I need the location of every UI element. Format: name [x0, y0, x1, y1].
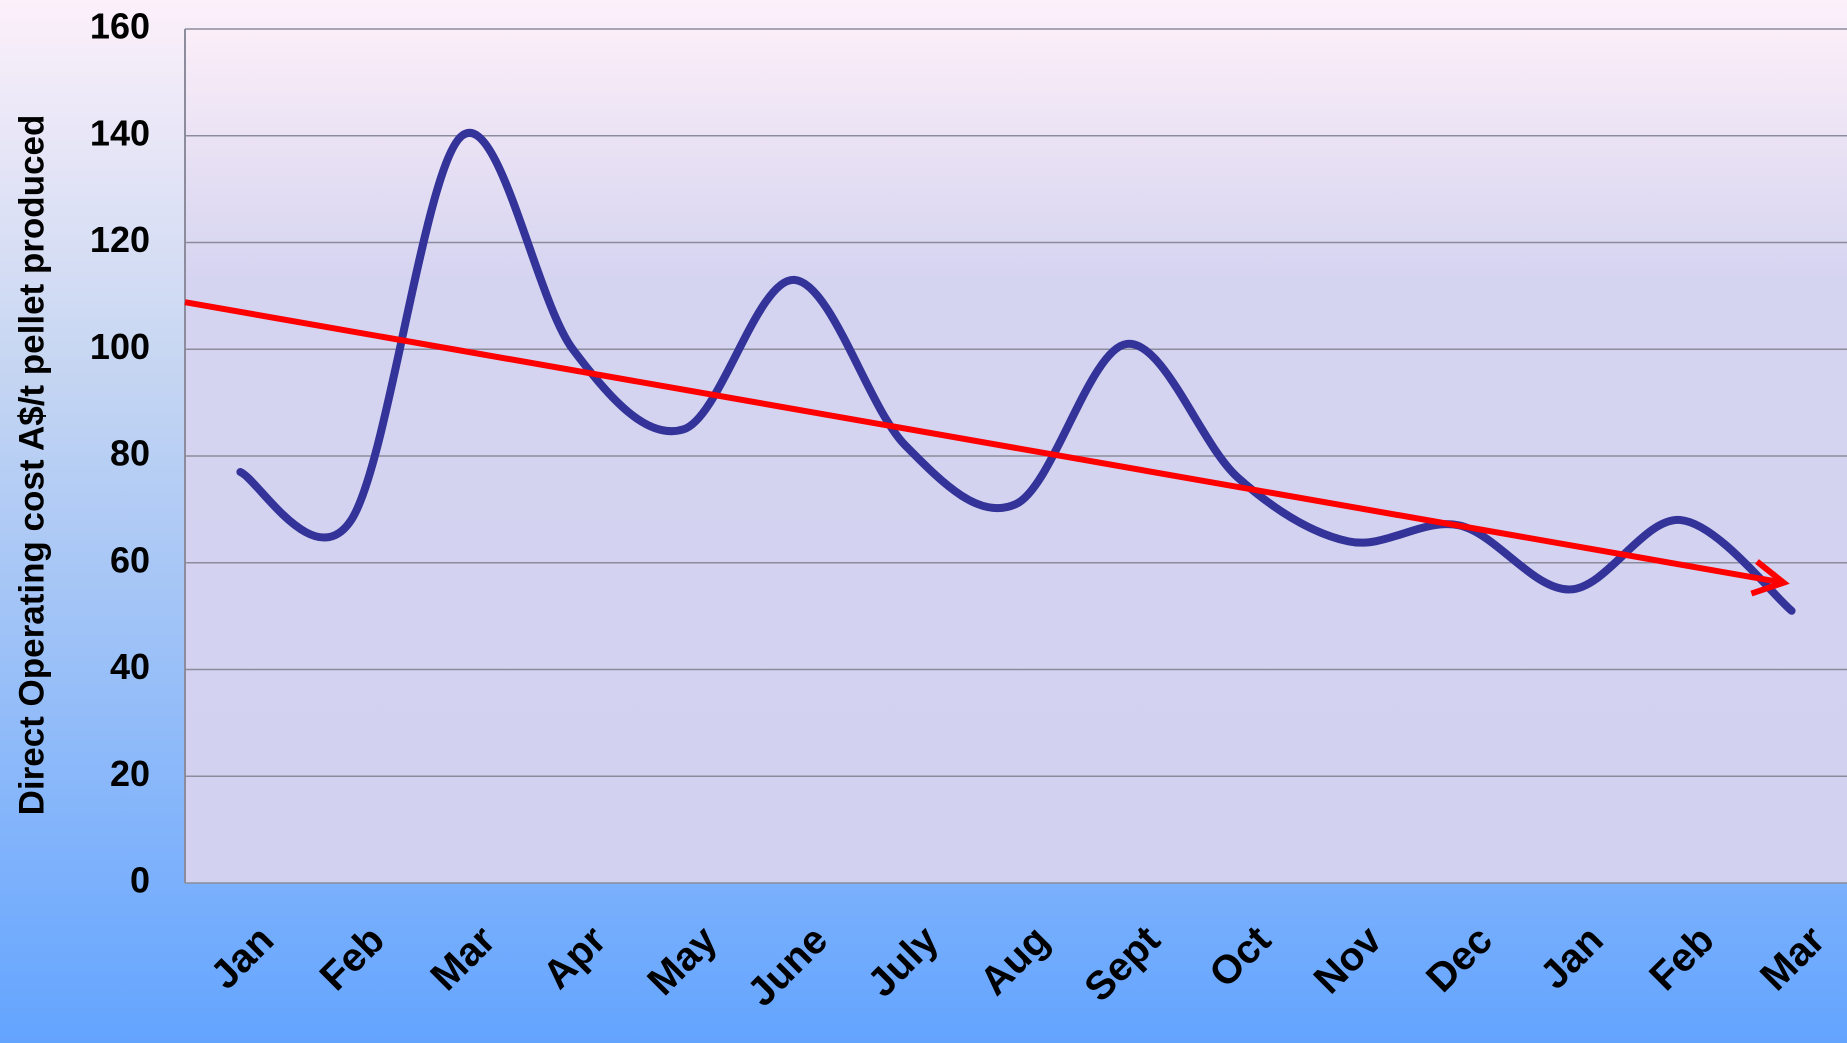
- trend-line: [184, 299, 1785, 586]
- y-tick-label: 100: [90, 326, 150, 367]
- data-line: [236, 129, 1796, 615]
- y-tick-label: 120: [90, 219, 150, 260]
- y-tick-label: 60: [110, 539, 150, 580]
- trend-arrowhead: [1750, 559, 1790, 597]
- y-tick-label: 160: [90, 6, 150, 47]
- y-tick-label: 40: [110, 646, 150, 687]
- y-tick-label: 0: [130, 860, 150, 901]
- y-axis-title: Direct Operating cost A$/t pellet produc…: [12, 115, 51, 816]
- y-tick-label: 140: [90, 112, 150, 153]
- y-tick-label: 80: [110, 433, 150, 474]
- y-tick-label: 20: [110, 753, 150, 794]
